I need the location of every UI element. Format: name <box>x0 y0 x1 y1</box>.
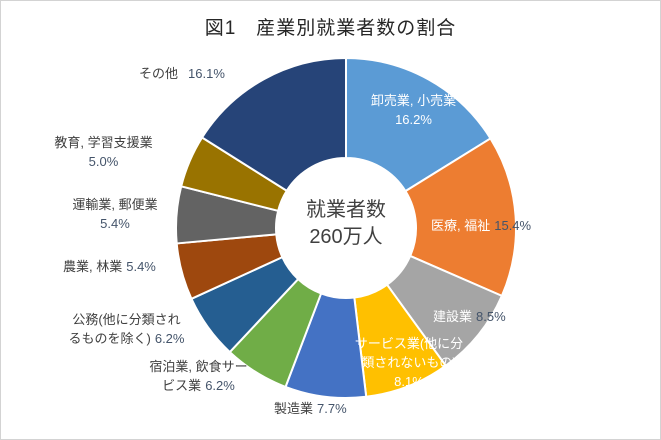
slice-name: 製造業 <box>274 401 314 416</box>
slice-label-construction: 建設業 8.5% <box>433 307 506 326</box>
slice-name: 卸売業, 小売業 <box>370 93 457 108</box>
slice-name: 医療, 福祉 <box>431 218 491 233</box>
pie-slice-1[interactable] <box>404 137 517 297</box>
slice-label-transport-postal: 運輸業, 郵便業 5.4% <box>61 195 169 233</box>
slice-label-services: サービス業(他に分 類されないもの) 8.1% <box>339 334 479 391</box>
pie-slice-0[interactable] <box>345 57 492 193</box>
slice-pct: 6.2% <box>205 378 235 393</box>
slice-name-line2: ビス業 <box>162 378 202 393</box>
slice-name: 運輸業, 郵便業 <box>72 197 158 212</box>
slice-pct: 8.5% <box>476 309 506 324</box>
slice-name: 農業, 林業 <box>63 259 123 274</box>
center-label-line2: 260万人 <box>309 226 383 248</box>
center-label: 就業者数 260万人 <box>276 197 416 251</box>
slice-name-line1: サービス業(他に分 <box>354 336 464 351</box>
slice-pct: 7.7% <box>317 401 347 416</box>
slice-pct: 16.1% <box>188 66 225 81</box>
slice-label-public-service: 公務(他に分類され るものを除く) 6.2% <box>59 310 194 348</box>
pie-slice-10[interactable] <box>201 57 347 192</box>
slice-name-line1: 公務(他に分類され <box>72 312 181 327</box>
slice-name-line1: 宿泊業, 飲食サー <box>149 359 248 374</box>
slice-label-accommodation-food: 宿泊業, 飲食サー ビス業 6.2% <box>131 357 266 395</box>
slice-label-other: その他 16.1% <box>139 64 225 83</box>
chart-title: 図1 産業別就業者数の割合 <box>204 18 457 39</box>
slice-pct: 15.4% <box>494 218 532 233</box>
slice-label-agriculture-forestry: 農業, 林業 5.4% <box>63 257 156 276</box>
slice-pct: 16.2% <box>395 112 432 127</box>
slice-label-wholesale-retail: 卸売業, 小売業 16.2% <box>351 91 476 129</box>
slice-name: その他 <box>139 66 179 81</box>
slice-label-medical-welfare: 医療, 福祉 15.4% <box>431 216 531 235</box>
slice-pct: 5.4% <box>126 259 156 274</box>
slice-pct: 5.4% <box>100 216 130 231</box>
slice-name: 教育, 学習支援業 <box>54 135 153 150</box>
slice-pct: 5.0% <box>88 154 119 169</box>
slice-label-manufacturing: 製造業 7.7% <box>274 399 347 418</box>
slice-name-line2: 類されないもの) <box>361 355 457 370</box>
slice-pct: 6.2% <box>154 331 185 346</box>
slice-name: 建設業 <box>433 309 473 324</box>
center-label-line1: 就業者数 <box>306 199 386 221</box>
slice-pct: 8.1% <box>394 374 424 389</box>
slice-name-line2: るものを除く) <box>68 331 151 346</box>
slice-label-education: 教育, 学習支援業 5.0% <box>46 133 161 171</box>
